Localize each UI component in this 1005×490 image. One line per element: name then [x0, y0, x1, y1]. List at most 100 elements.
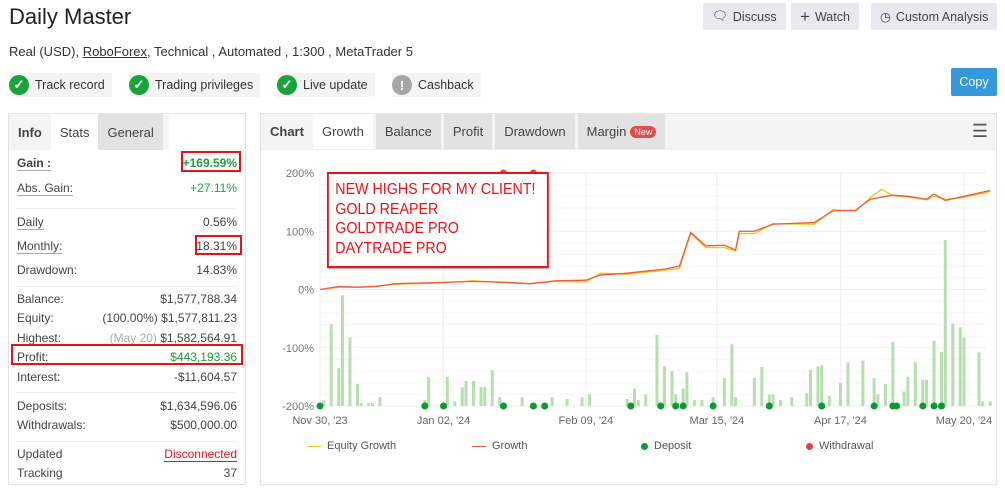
bar — [427, 376, 431, 406]
deposits-label: Deposits: — [17, 399, 68, 413]
check-icon: ✓ — [129, 75, 149, 95]
bar — [348, 337, 352, 406]
highlight-box — [181, 151, 241, 172]
highlight-box — [11, 344, 243, 365]
plus-icon: + — [800, 6, 810, 26]
bar — [872, 378, 876, 406]
tab-margin[interactable]: Margin New — [577, 114, 666, 149]
bar — [981, 401, 985, 406]
deposit-marker — [421, 402, 429, 410]
bar — [370, 403, 374, 406]
bar — [655, 334, 659, 406]
daily-label[interactable]: Daily — [17, 215, 44, 230]
interest-label: Interest: — [17, 370, 61, 384]
tab-chart[interactable]: Chart — [270, 124, 304, 139]
dot-icon — [806, 442, 813, 450]
bar — [359, 403, 363, 406]
bar — [925, 379, 929, 406]
badge-trading-privileges: ✓ Trading privileges — [129, 73, 261, 97]
broker-link[interactable]: RoboForex — [82, 44, 148, 59]
bar — [805, 393, 809, 406]
legend-withdrawal[interactable]: Withdrawal — [806, 440, 873, 452]
custom-analysis-button[interactable]: ◷ Custom Analysis — [871, 3, 998, 30]
bar — [662, 366, 666, 406]
highest-label: Highest: — [17, 331, 62, 345]
line-swatch-icon — [307, 445, 321, 447]
monthly-value: 18.31% — [196, 239, 237, 253]
gain-label[interactable]: Gain : — [17, 156, 52, 171]
bar — [767, 394, 771, 406]
bar — [902, 391, 906, 406]
bar — [355, 383, 359, 406]
legend-equity-growth[interactable]: Equity Growth — [307, 440, 396, 452]
tab-growth[interactable]: Growth — [312, 114, 373, 149]
bar — [977, 352, 981, 406]
x-tick-label: May 20, '24 — [936, 415, 993, 427]
updated-status[interactable]: Disconnected — [164, 447, 237, 462]
badge-cashback: ! Cashback — [392, 73, 481, 97]
account-info: Real (USD), RoboForex, Technical , Autom… — [9, 44, 413, 59]
bar — [722, 378, 726, 406]
updated-label: Updated — [17, 447, 63, 461]
tab-info[interactable]: Info — [18, 124, 42, 140]
bar — [808, 369, 812, 406]
check-icon: ✓ — [277, 75, 297, 95]
bar — [625, 399, 629, 406]
tab-balance[interactable]: Balance — [375, 114, 441, 149]
bar — [580, 397, 584, 406]
abs-gain-value: +27.11% — [190, 181, 237, 195]
profit-value: $443,193.36 — [170, 350, 237, 364]
bar — [958, 327, 962, 406]
tab-profit[interactable]: Profit — [443, 114, 493, 149]
account-details: , Technical , Automated , 1:300 , MetaTr… — [147, 44, 413, 59]
annotation-line: GOLD REAPER — [335, 200, 439, 218]
tab-general[interactable]: General — [98, 114, 163, 150]
bar — [674, 394, 678, 406]
bar — [337, 368, 341, 406]
legend-growth[interactable]: Growth — [472, 440, 527, 452]
equity-pct: (100.00%) — [102, 311, 158, 325]
bar — [730, 344, 734, 406]
x-tick-label: Mar 15, '24 — [690, 415, 745, 427]
new-badge: New — [630, 125, 657, 138]
tab-drawdown[interactable]: Drawdown — [495, 114, 575, 149]
highest-value: $1,582,564.91 — [160, 331, 237, 345]
bar — [891, 341, 895, 406]
dot-icon — [641, 442, 648, 450]
legend-deposit[interactable]: Deposit — [641, 440, 691, 452]
bar — [962, 337, 966, 406]
watch-label: Watch — [814, 9, 850, 24]
check-icon: ✓ — [9, 75, 29, 95]
bar — [464, 380, 468, 406]
bar — [700, 400, 704, 406]
daily-value: 0.56% — [202, 215, 237, 229]
bar — [913, 362, 917, 406]
annotation-line: DAYTRADE PRO — [335, 239, 447, 257]
bar — [711, 397, 715, 406]
bar — [692, 400, 696, 406]
x-tick-label: Jan 02, '24 — [417, 415, 470, 427]
deposit-marker — [870, 402, 878, 410]
bar — [681, 388, 685, 406]
legend-label: Deposit — [654, 440, 692, 452]
x-tick-label: Feb 09, '24 — [558, 415, 613, 427]
clock-icon: ◷ — [880, 10, 891, 24]
deposit-marker — [893, 402, 901, 410]
badge-label: Track record — [35, 78, 105, 92]
bar — [943, 239, 947, 406]
tab-stats[interactable]: Stats — [50, 114, 99, 150]
bar — [951, 323, 955, 406]
settings-sliders-icon[interactable]: ☰ — [971, 121, 988, 141]
watch-button[interactable]: + Watch — [791, 3, 859, 30]
equity-value: $1,577,811.23 — [161, 311, 237, 325]
deposits-value: $1,634,596.06 — [160, 399, 237, 413]
deposit-marker — [499, 402, 507, 410]
bar — [565, 399, 569, 406]
discuss-button[interactable]: 🗨 Discuss — [703, 3, 786, 30]
account-type: Real (USD), — [9, 44, 80, 59]
copy-button[interactable]: Copy — [951, 68, 997, 96]
tracking-label: Tracking — [17, 466, 63, 480]
bar — [322, 400, 326, 406]
abs-gain-label[interactable]: Abs. Gain: — [17, 181, 74, 196]
monthly-label[interactable]: Monthly: — [17, 239, 63, 254]
